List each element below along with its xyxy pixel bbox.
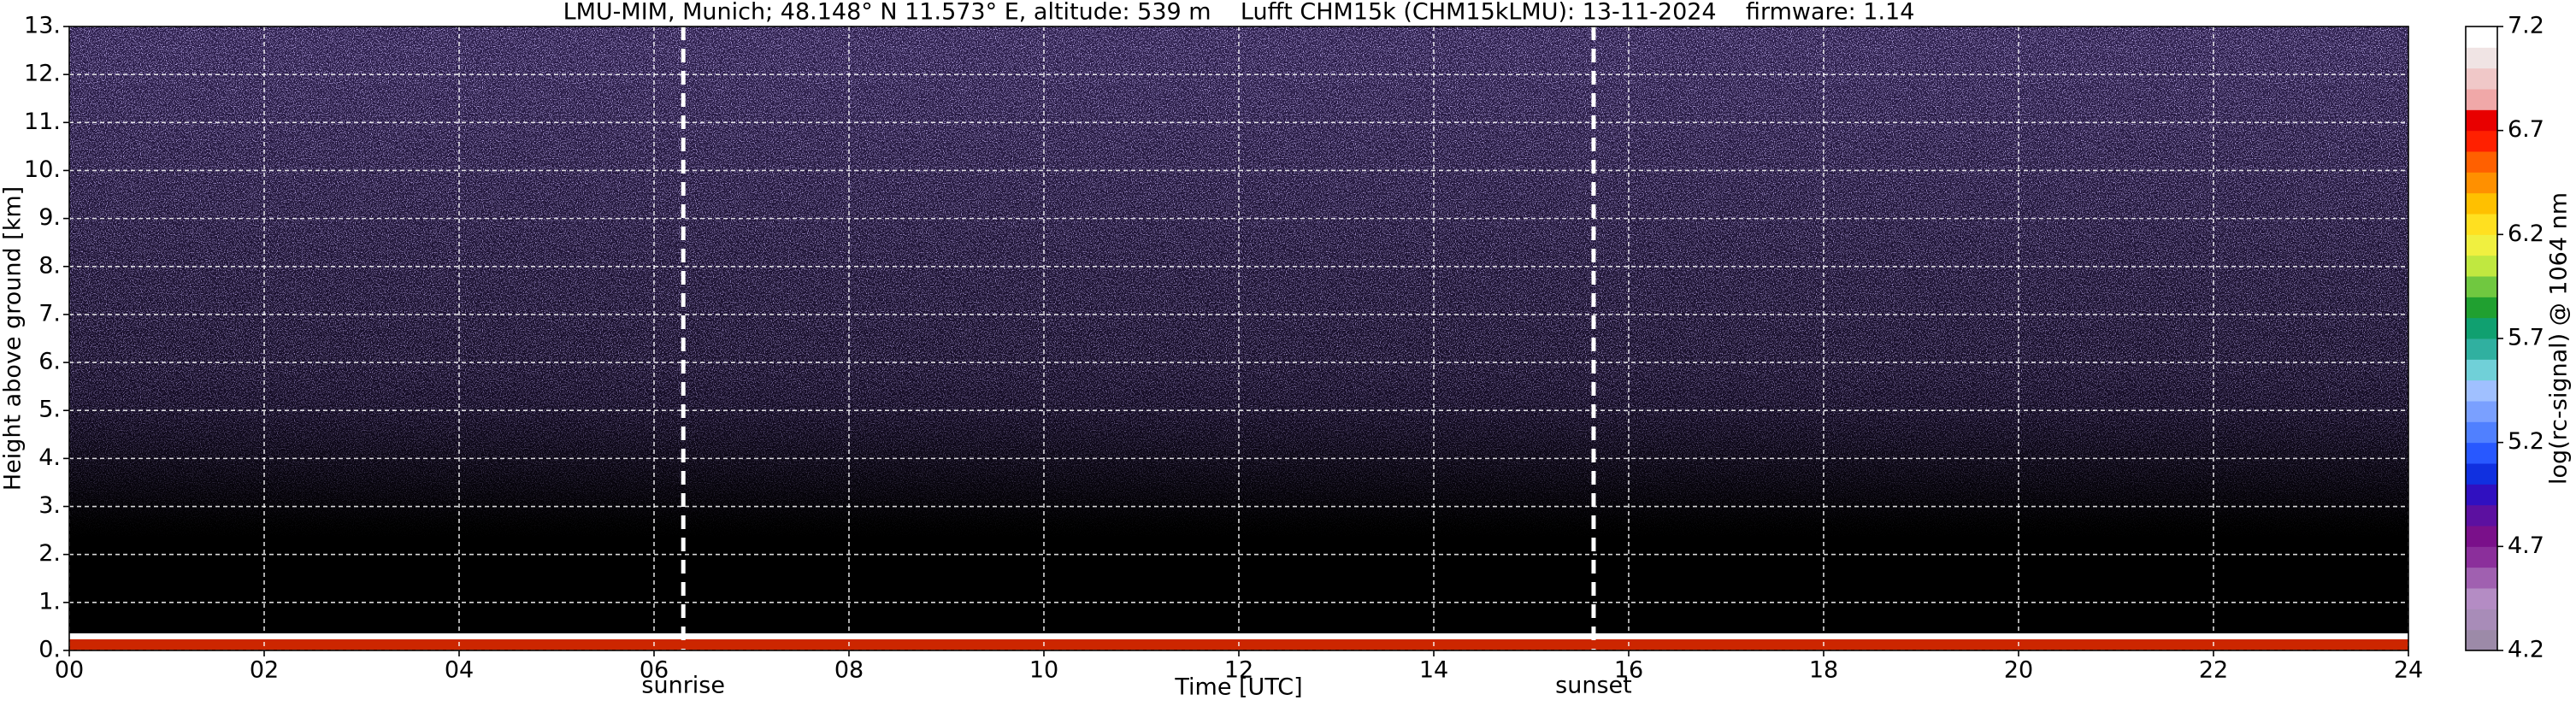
- chart-title: LMU-MIM, Munich; 48.148° N 11.573° E, al…: [563, 0, 1915, 26]
- colorbar-segment: [2466, 463, 2497, 485]
- colorbar-segment: [2466, 609, 2497, 631]
- y-tick-label: 3.: [38, 492, 61, 519]
- y-tick-label: 1.: [38, 588, 61, 615]
- y-axis-label: Height above ground [km]: [0, 186, 27, 491]
- colorbar-segment: [2466, 504, 2497, 527]
- colorbar-tick-label: 6.2: [2508, 221, 2544, 247]
- colorbar-segment: [2466, 546, 2497, 568]
- x-tick-label: 02: [250, 657, 279, 684]
- x-tick-label: 14: [1419, 657, 1448, 684]
- colorbar-label: log(rc-signal) @ 1064 nm: [2546, 192, 2573, 485]
- colorbar: 4.2 4.7 5.2 5.7 6.2 6.7 7.2: [2465, 13, 2544, 663]
- colorbar-segment: [2466, 567, 2497, 589]
- colorbar-segment: [2466, 401, 2497, 422]
- colorbar-segment: [2466, 192, 2497, 215]
- colorbar-segment: [2466, 317, 2497, 339]
- annotation-label: sunrise: [641, 673, 725, 699]
- colorbar-segment: [2466, 276, 2497, 297]
- colorbar-segment: [2466, 47, 2497, 69]
- colorbar-segment: [2466, 297, 2497, 319]
- y-tick-label: 7.: [38, 300, 61, 327]
- y-tick-label: 11.: [24, 109, 61, 135]
- x-tick-label: 22: [2199, 657, 2228, 684]
- x-tick-label: 24: [2394, 657, 2423, 684]
- colorbar-segment: [2466, 214, 2497, 235]
- colorbar-segment: [2466, 151, 2497, 173]
- colorbar-segment: [2466, 26, 2497, 48]
- colorbar-segment: [2466, 130, 2497, 152]
- y-tick-label: 10.: [24, 156, 61, 183]
- colorbar-tick-label: 5.2: [2508, 428, 2544, 455]
- x-tick-label: 10: [1029, 657, 1058, 684]
- y-tick-label: 6.: [38, 349, 61, 375]
- y-tick-label: 13.: [24, 13, 61, 39]
- colorbar-segment: [2466, 234, 2497, 256]
- x-tick-label: 12: [1224, 657, 1253, 684]
- annotations: [681, 26, 1596, 650]
- colorbar-tick-label: 7.2: [2508, 13, 2544, 39]
- colorbar-segment: [2466, 588, 2497, 609]
- colorbar-tick-label: 4.7: [2508, 532, 2544, 559]
- x-axis-label: Time [UTC]: [1174, 674, 1302, 701]
- x-tick-label: 08: [834, 657, 864, 684]
- colorbar-segment: [2466, 629, 2497, 651]
- grid: [68, 26, 2409, 651]
- colorbar-segment: [2466, 89, 2497, 110]
- y-tick-label: 2.: [38, 540, 61, 567]
- y-tick-label: 12.: [24, 61, 61, 87]
- colorbar-tick-label: 5.7: [2508, 325, 2544, 351]
- x-tick-label: 00: [55, 657, 84, 684]
- colorbar-segment: [2466, 442, 2497, 464]
- y-tick-label: 9.: [38, 204, 61, 231]
- colorbar-segment: [2466, 109, 2497, 132]
- y-tick-label: 8.: [38, 252, 61, 279]
- x-tick-label: 18: [1809, 657, 1838, 684]
- colorbar-segment: [2466, 172, 2497, 194]
- colorbar-segment: [2466, 526, 2497, 547]
- x-tick-label: 06: [640, 657, 669, 684]
- colorbar-segment: [2466, 255, 2497, 277]
- y-tick-label: 4.: [38, 444, 61, 471]
- colorbar-segment: [2466, 421, 2497, 444]
- x-tick-label: 16: [1614, 657, 1643, 684]
- plot-area: [69, 26, 2408, 650]
- x-tick-label: 20: [2004, 657, 2033, 684]
- colorbar-segment: [2466, 484, 2497, 506]
- colorbar-tick-label: 4.2: [2508, 637, 2544, 663]
- colorbar-tick-label: 6.7: [2508, 116, 2544, 143]
- y-tick-label: 5.: [38, 397, 61, 423]
- colorbar-segment: [2466, 359, 2497, 381]
- colorbar-segment: [2466, 338, 2497, 360]
- colorbar-segment: [2466, 379, 2497, 402]
- annotation-label: sunset: [1555, 673, 1632, 699]
- colorbar-segment: [2466, 68, 2497, 90]
- y-tick-label: 0.: [38, 637, 61, 663]
- x-tick-label: 04: [445, 657, 474, 684]
